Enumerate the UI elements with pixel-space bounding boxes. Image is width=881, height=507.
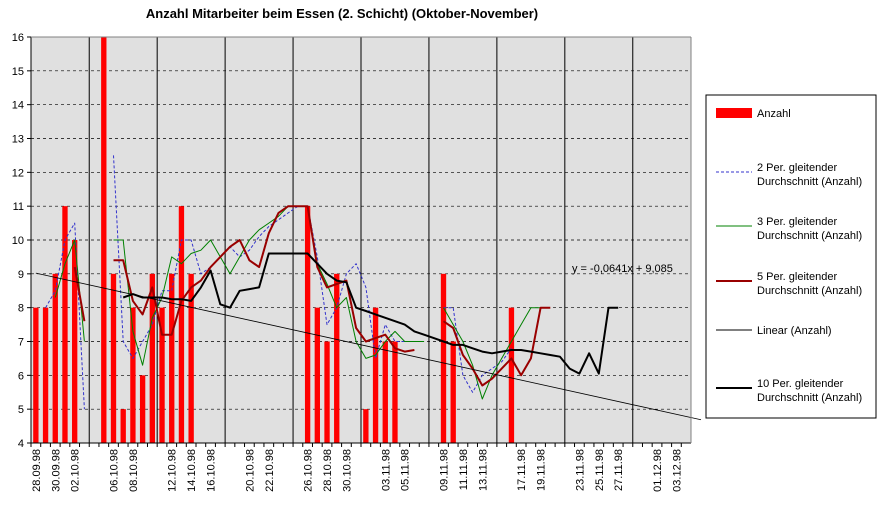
chart-title: Anzahl Mitarbeiter beim Essen (2. Schich…: [146, 6, 538, 21]
y-tick-label: 14: [12, 100, 24, 112]
series-line: [113, 155, 405, 359]
legend-label: 2 Per. gleitender Durchschnitt (Anzahl): [757, 162, 862, 188]
bar: [101, 37, 107, 443]
legend-label: 10 Per. gleitender Durchschnitt (Anzahl): [757, 378, 862, 404]
y-tick-label: 5: [18, 404, 24, 416]
bar: [130, 307, 136, 443]
bar: [392, 341, 398, 443]
x-tick-label: 03.11.98: [380, 449, 392, 491]
x-tick-label: 28.10.98: [322, 449, 334, 492]
x-tick-label: 01.12.98: [652, 449, 664, 492]
legend-label-line: 10 Per. gleitender: [757, 378, 844, 390]
x-tick-label: 17.11.98: [516, 449, 528, 491]
series-line: [113, 205, 415, 353]
bar: [450, 341, 456, 443]
legend-label-line: Durchschnitt (Anzahl): [757, 285, 862, 297]
series-line: [73, 266, 86, 322]
series-line: [113, 205, 425, 366]
x-tick-label: 30.10.98: [341, 449, 353, 492]
bar: [508, 307, 515, 443]
x-tick-label: 03.12.98: [671, 449, 683, 492]
x-tick-label: 08.10.98: [128, 449, 140, 492]
x-tick-label: 28.09.98: [31, 449, 43, 492]
trendline-equation: y = -0,0641x + 9,085: [572, 263, 673, 275]
x-tick-label: 12.10.98: [167, 449, 179, 492]
legend-swatch: [716, 108, 752, 118]
series-line: [443, 307, 541, 400]
legend-label: 5 Per. gleitender Durchschnitt (Anzahl): [757, 271, 862, 297]
bar: [382, 341, 388, 443]
y-tick-label: 11: [13, 201, 24, 213]
legend-label: 3 Per. gleitender Durchschnitt (Anzahl): [757, 216, 862, 242]
y-tick-label: 7: [18, 337, 24, 349]
bar: [169, 273, 175, 443]
bar: [304, 206, 311, 443]
trendline-line: [35, 272, 702, 421]
x-tick-label: 13.11.98: [477, 449, 489, 491]
x-tick-label: 20.10.98: [244, 449, 256, 492]
bar: [72, 240, 78, 443]
x-tick-label: 22.10.98: [264, 449, 276, 492]
y-tick-label: 13: [12, 134, 24, 146]
bar: [110, 273, 117, 443]
x-tick-label: 02.10.98: [70, 449, 82, 492]
y-tick-label: 12: [12, 167, 24, 179]
bar: [33, 307, 39, 443]
x-tick-label: 26.10.98: [303, 449, 315, 492]
bar: [42, 307, 49, 443]
legend-label-line: Anzahl: [757, 108, 791, 120]
line-series: [45, 155, 619, 410]
x-tick-label: 09.11.98: [439, 449, 451, 491]
legend-label-line: Durchschnitt (Anzahl): [757, 176, 862, 188]
x-tick-label: 27.11.98: [613, 449, 625, 491]
bar: [334, 273, 340, 443]
x-tick-label: 19.11.98: [536, 449, 548, 491]
legend-label-line: Linear (Anzahl): [757, 325, 832, 337]
x-tick-label: 25.11.98: [594, 449, 606, 491]
legend-label-line: 2 Per. gleitender: [757, 162, 837, 174]
series-line: [442, 306, 551, 387]
legend-label-line: Durchschnitt (Anzahl): [757, 230, 862, 242]
bar: [149, 273, 155, 443]
legend-label: Anzahl: [757, 108, 791, 120]
legend: Anzahl 2 Per. gleitender Durchschnitt (Anz…: [705, 94, 877, 419]
y-tick-label: 16: [12, 32, 24, 44]
bar: [324, 341, 330, 443]
bar: [314, 307, 320, 443]
y-tick-label: 4: [18, 438, 24, 450]
bar: [372, 307, 379, 443]
bar: [159, 307, 165, 443]
legend-label-line: 5 Per. gleitender: [757, 271, 837, 283]
series-line: [122, 252, 619, 375]
x-tick-label: 30.09.98: [50, 449, 62, 492]
y-tick-label: 6: [18, 370, 24, 382]
legend-box: [705, 94, 877, 419]
bar: [52, 273, 58, 443]
y-tick-label: 9: [18, 269, 24, 281]
x-tick-label: 11.11.98: [458, 449, 470, 490]
legend-label: Linear (Anzahl): [757, 325, 832, 337]
legend-label-line: 3 Per. gleitender: [757, 216, 837, 228]
legend-label-line: Durchschnitt (Anzahl): [757, 392, 862, 404]
bar: [188, 273, 194, 443]
bar: [440, 273, 447, 443]
y-tick-label: 8: [18, 303, 24, 315]
bar: [120, 409, 126, 443]
x-tick-label: 16.10.98: [206, 449, 218, 492]
x-tick-label: 05.11.98: [400, 449, 412, 491]
axes: 4 5 6 7 8 9 10 11 12 13 14 15 16 28.09.98 30.09.98 02.1…: [12, 32, 692, 492]
bar: [62, 206, 68, 443]
bar-series: [33, 37, 515, 443]
y-tick-label: 15: [12, 66, 24, 78]
bar: [178, 206, 185, 443]
gridlines: [31, 36, 691, 443]
x-tick-label: 06.10.98: [109, 449, 121, 492]
x-tick-label: 23.11.98: [574, 449, 586, 491]
bar: [363, 409, 369, 443]
y-tick-label: 10: [12, 235, 24, 247]
trendline: [35, 272, 702, 421]
x-tick-label: 14.10.98: [186, 449, 198, 492]
bar: [139, 375, 146, 443]
